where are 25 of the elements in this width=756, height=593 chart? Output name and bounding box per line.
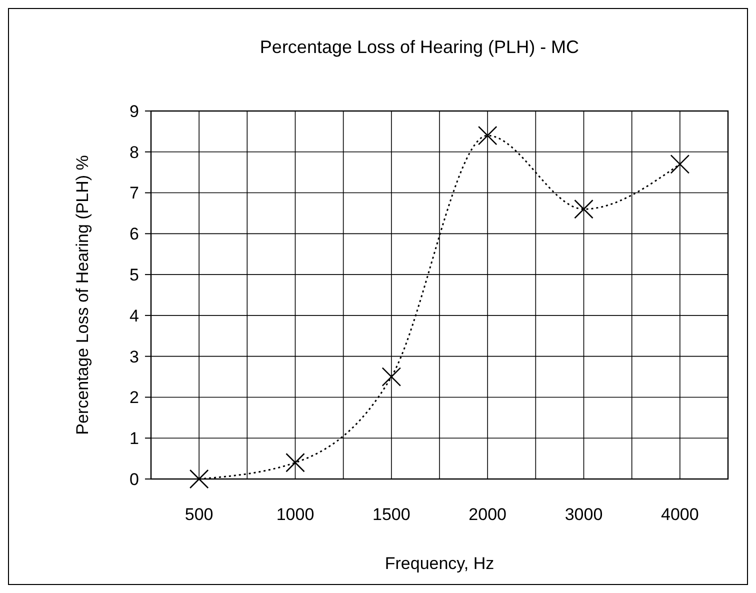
point (286, 452, 305, 472)
x-tick-label: 1500 (372, 505, 410, 524)
point (382, 367, 402, 386)
point (574, 199, 594, 219)
x-tick-label: 4000 (661, 505, 699, 524)
x-tick-label: 2000 (468, 505, 506, 524)
x-tick-label: 3000 (564, 505, 603, 524)
point (189, 469, 209, 489)
y-tick-label: 6 (130, 224, 139, 244)
y-tick-label: 1 (130, 429, 139, 448)
y-tick-label: 3 (130, 347, 139, 366)
point (670, 154, 690, 174)
chart-title: Percentage Loss of Hearing (PLH) - MC (260, 37, 580, 57)
y-tick-label: 0 (130, 470, 139, 489)
y-tick-label: 9 (130, 102, 139, 121)
y-axis-title: Percentage Loss of Hearing (PLH) % (73, 155, 92, 435)
point (478, 126, 498, 146)
y-tick-label: 2 (130, 388, 139, 408)
y-tick-label: 7 (130, 184, 139, 203)
x-axis-title: Frequency, Hz (384, 554, 494, 573)
x-tick-label: 1000 (276, 505, 314, 524)
y-tick-label: 5 (130, 266, 139, 285)
x-tick-label: 500 (184, 505, 214, 524)
y-tick-label: 4 (130, 306, 139, 326)
y-tick-label: 8 (130, 142, 139, 162)
